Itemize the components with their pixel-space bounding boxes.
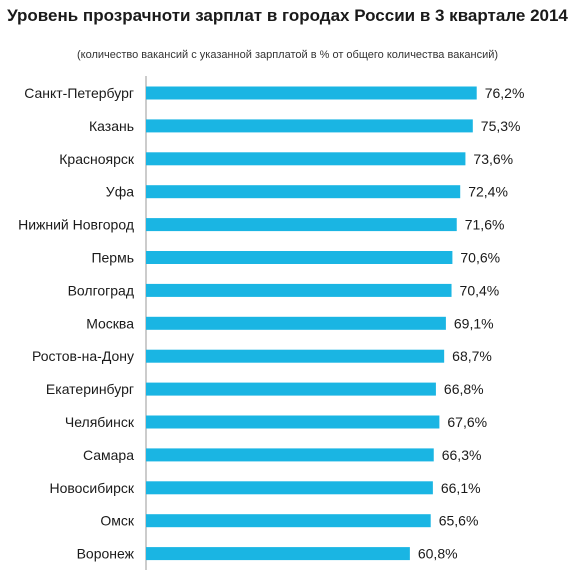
category-label: Санкт-Петербург [24,85,134,101]
value-label: 60,8% [418,546,458,562]
value-label: 70,4% [460,282,500,298]
bar [146,152,466,166]
value-label: 72,4% [468,184,508,200]
bar [146,382,436,396]
value-label: 76,2% [485,85,525,101]
category-label: Казань [89,118,134,134]
bar [146,514,431,528]
bar [146,283,452,297]
category-label: Воронеж [77,546,135,562]
category-label: Челябинск [65,414,135,430]
category-label: Екатеринбург [46,381,134,397]
bar [146,481,433,495]
category-label: Самара [83,447,134,463]
category-label: Новосибирск [49,480,134,496]
category-label: Пермь [91,250,134,266]
bar [146,218,457,232]
value-label: 66,1% [441,480,481,496]
bar [146,415,440,429]
chart-subtitle: (количество вакансий с указанной зарплат… [76,49,499,61]
category-label: Волгоград [68,282,134,298]
bar [146,448,434,462]
category-label: Уфа [106,184,134,200]
value-label: 67,6% [447,414,487,430]
bar [146,251,453,264]
bar [146,349,445,363]
category-label: Омск [100,513,135,529]
value-label: 65,6% [439,513,479,529]
value-label: 68,7% [452,348,492,364]
bar [146,547,410,561]
bar [146,119,473,133]
bar [146,316,446,330]
value-label: 70,6% [460,250,500,266]
chart-title-text: Уровень прозрачноти зарплат в городах Ро… [7,6,568,25]
value-label: 66,3% [442,447,482,463]
value-label: 71,6% [465,217,505,233]
category-label: Москва [86,315,134,331]
category-label: Нижний Новгород [18,217,134,233]
value-label: 75,3% [481,118,521,134]
bar [146,86,477,100]
value-label: 66,8% [444,381,484,397]
value-label: 69,1% [454,315,494,331]
category-label: Красноярск [59,151,135,167]
chart-title: Уровень прозрачноти зарплат в городах Ро… [0,6,575,26]
category-label: Ростов-на-Дону [32,348,134,364]
value-label: 73,6% [473,151,513,167]
bar [146,185,461,199]
